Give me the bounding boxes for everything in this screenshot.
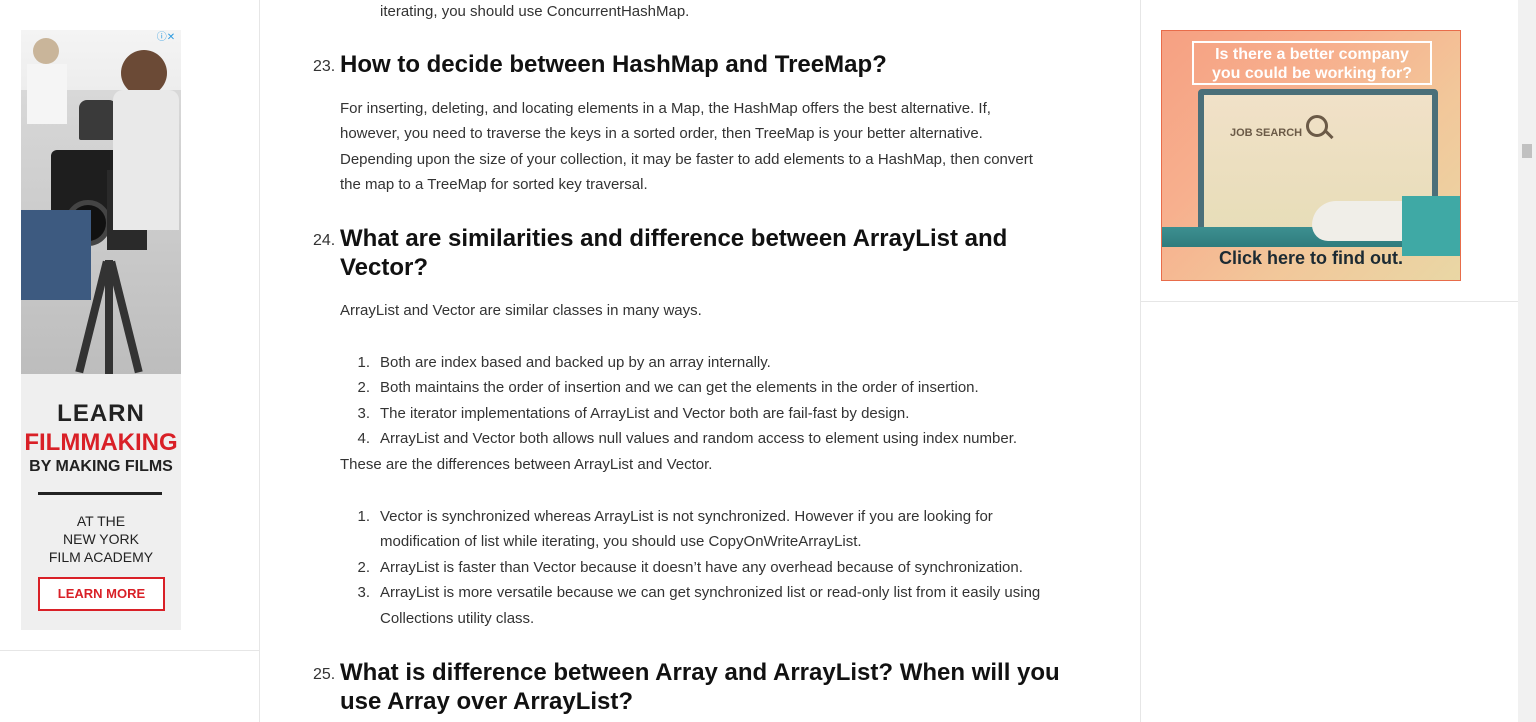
answer-intro: ArrayList and Vector are similar classes… xyxy=(340,302,702,319)
answer-line: the map to a TreeMap for sorted key trav… xyxy=(340,176,648,193)
question-heading: How to decide between HashMap and TreeMa… xyxy=(340,51,887,78)
question-number: 23. xyxy=(313,58,336,75)
ad-academy-text: AT THE NEW YORK FILM ACADEMY xyxy=(21,512,181,566)
sleeve-illustration xyxy=(1402,196,1460,256)
job-ad-headline-line-1: Is there a better company xyxy=(1215,46,1409,63)
ad-learn-text: LEARN xyxy=(57,400,145,427)
magnifier-icon xyxy=(1306,115,1328,137)
film-ad-photo xyxy=(21,30,181,374)
ad-film-academy: FILM ACADEMY xyxy=(48,549,154,565)
answer-line: however, you need to traverse the keys i… xyxy=(340,125,983,142)
question-number: 25. xyxy=(313,666,336,683)
vertical-scrollbar[interactable] xyxy=(1518,0,1536,722)
right-divider xyxy=(1141,301,1519,302)
ad-choices-icon[interactable]: ⓘ✕ xyxy=(156,32,176,43)
ad-new-york: NEW YORK xyxy=(63,531,139,547)
job-search-label: JOB SEARCH xyxy=(1230,127,1303,139)
job-ad-headline-line-2: you could be working for? xyxy=(1212,65,1412,82)
left-divider xyxy=(0,650,259,651)
film-academy-ad[interactable]: ⓘ✕ LEARN FILMMAKING BY MAKING FILMS AT T… xyxy=(21,30,181,630)
ad-filmmaking-text: FILMMAKING xyxy=(24,429,178,456)
answer-line: For inserting, deleting, and locating el… xyxy=(340,100,991,117)
question-heading-cont: Vector? xyxy=(340,254,429,281)
ad-rule xyxy=(38,492,162,495)
question-heading-cont: use Array over ArrayList? xyxy=(340,688,634,715)
job-ad-headline: Is there a better company you could be w… xyxy=(1192,41,1432,85)
scrollbar-thumb[interactable] xyxy=(1522,144,1532,158)
film-ad-text: LEARN FILMMAKING BY MAKING FILMS AT THE … xyxy=(21,374,181,630)
answer-line: Depending upon the size of your collecti… xyxy=(340,151,1033,168)
question-number: 24. xyxy=(313,232,336,249)
learn-more-button[interactable]: LEARN MORE xyxy=(38,577,165,611)
previous-answer-tail: iterating, you should use ConcurrentHash… xyxy=(380,3,690,20)
question-heading: What is difference between Array and Arr… xyxy=(340,659,1060,686)
job-ad-cta[interactable]: Click here to find out. xyxy=(1218,248,1403,268)
ad-at-the: AT THE xyxy=(76,513,126,529)
question-heading: What are similarities and difference bet… xyxy=(340,225,1008,252)
differences-intro: These are the differences between ArrayL… xyxy=(340,456,713,473)
job-search-ad[interactable]: Is there a better company you could be w… xyxy=(1161,30,1461,281)
ad-by-making-text: BY MAKING FILMS xyxy=(29,458,173,475)
